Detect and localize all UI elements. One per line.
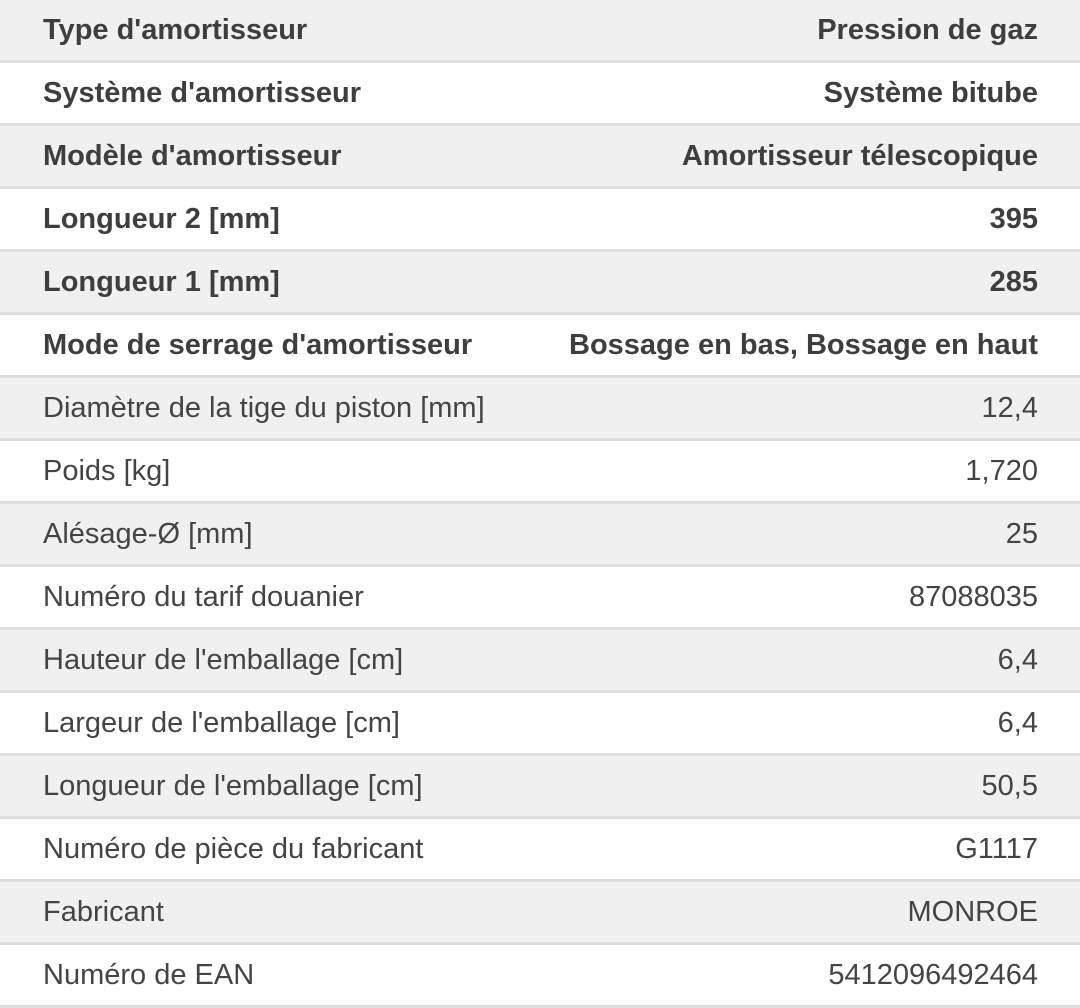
spec-label: Longueur 2 [mm] [43, 202, 280, 235]
spec-value: G1117 [955, 832, 1038, 865]
spec-row: Type d'amortisseur Pression de gaz [0, 0, 1080, 63]
spec-label: Poids [kg] [43, 454, 171, 487]
spec-label: Hauteur de l'emballage [cm] [43, 643, 404, 676]
spec-value: 50,5 [981, 769, 1038, 802]
spec-row: Largeur de l'emballage [cm] 6,4 [0, 693, 1080, 756]
spec-value: Système bitube [823, 76, 1038, 109]
spec-value: 6,4 [997, 706, 1038, 739]
spec-value: 12,4 [981, 391, 1038, 424]
spec-row: Numéro de pièce du fabricant G1117 [0, 819, 1080, 882]
spec-value: 395 [989, 202, 1038, 235]
spec-value: 285 [989, 265, 1038, 298]
spec-value: MONROE [907, 895, 1039, 928]
spec-label: Longueur 1 [mm] [43, 265, 280, 298]
spec-row: Longueur de l'emballage [cm] 50,5 [0, 756, 1080, 819]
spec-value: 25 [1005, 517, 1038, 550]
spec-value: Pression de gaz [817, 13, 1038, 46]
spec-label: Largeur de l'emballage [cm] [43, 706, 400, 739]
spec-row: Longueur 1 [mm] 285 [0, 252, 1080, 315]
spec-row: Numéro du tarif douanier 87088035 [0, 567, 1080, 630]
spec-label: Alésage-Ø [mm] [43, 517, 253, 550]
spec-label: Numéro du tarif douanier [43, 580, 364, 613]
spec-label: Fabricant [43, 895, 164, 928]
spec-value: 87088035 [908, 580, 1038, 613]
spec-row: Poids [kg] 1,720 [0, 441, 1080, 504]
spec-label: Longueur de l'emballage [cm] [43, 769, 423, 802]
spec-value: 5412096492464 [828, 958, 1038, 991]
spec-value: Amortisseur télescopique [681, 139, 1038, 172]
spec-row: Système d'amortisseur Système bitube [0, 63, 1080, 126]
spec-label: Diamètre de la tige du piston [mm] [43, 391, 485, 424]
spec-row: Hauteur de l'emballage [cm] 6,4 [0, 630, 1080, 693]
spec-value: 6,4 [997, 643, 1038, 676]
spec-row: Modèle d'amortisseur Amortisseur télescop… [0, 126, 1080, 189]
spec-row: Numéro de EAN 5412096492464 [0, 945, 1080, 1008]
spec-label: Numéro de EAN [43, 958, 255, 991]
spec-row: Longueur 2 [mm] 395 [0, 189, 1080, 252]
spec-label: Système d'amortisseur [43, 76, 361, 109]
spec-label: Type d'amortisseur [43, 13, 308, 46]
spec-label: Mode de serrage d'amortisseur [43, 328, 473, 361]
spec-row: Fabricant MONROE [0, 882, 1080, 945]
spec-label: Modèle d'amortisseur [43, 139, 342, 172]
spec-label: Numéro de pièce du fabricant [43, 832, 424, 865]
spec-value: Bossage en bas, Bossage en haut [569, 328, 1038, 361]
spec-row: Diamètre de la tige du piston [mm] 12,4 [0, 378, 1080, 441]
spec-row: Alésage-Ø [mm] 25 [0, 504, 1080, 567]
spec-value: 1,720 [965, 454, 1038, 487]
spec-row: Mode de serrage d'amortisseur Bossage en … [0, 315, 1080, 378]
